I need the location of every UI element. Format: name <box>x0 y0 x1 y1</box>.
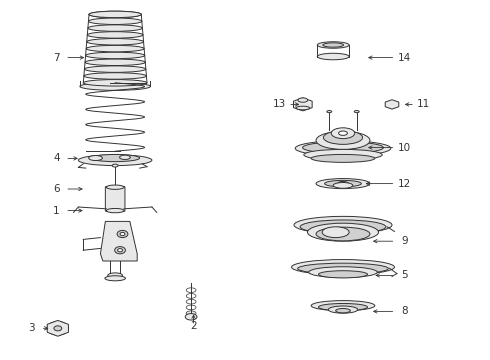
Ellipse shape <box>322 227 349 238</box>
Ellipse shape <box>106 208 124 213</box>
Polygon shape <box>47 320 69 336</box>
Text: 4: 4 <box>53 153 60 163</box>
Ellipse shape <box>87 39 144 45</box>
Text: 10: 10 <box>398 143 411 153</box>
Ellipse shape <box>84 66 146 72</box>
Ellipse shape <box>112 164 118 167</box>
Ellipse shape <box>118 248 122 252</box>
Text: 14: 14 <box>397 53 411 63</box>
Ellipse shape <box>86 52 145 59</box>
Ellipse shape <box>88 25 143 31</box>
Ellipse shape <box>89 11 141 18</box>
Text: 3: 3 <box>28 323 35 333</box>
Ellipse shape <box>309 267 377 278</box>
Polygon shape <box>294 98 312 111</box>
Ellipse shape <box>327 111 332 113</box>
Ellipse shape <box>78 155 152 166</box>
Ellipse shape <box>318 271 368 278</box>
Ellipse shape <box>296 106 310 110</box>
Ellipse shape <box>300 220 386 234</box>
Ellipse shape <box>89 11 141 18</box>
Ellipse shape <box>54 326 62 331</box>
Ellipse shape <box>304 149 382 160</box>
Ellipse shape <box>86 45 144 52</box>
Ellipse shape <box>311 301 375 311</box>
Ellipse shape <box>298 98 308 102</box>
Ellipse shape <box>186 311 196 315</box>
Ellipse shape <box>87 32 143 38</box>
Ellipse shape <box>324 180 361 187</box>
Ellipse shape <box>328 306 358 313</box>
Ellipse shape <box>185 314 197 320</box>
Polygon shape <box>385 100 399 109</box>
Polygon shape <box>100 221 137 261</box>
Ellipse shape <box>316 131 370 149</box>
Ellipse shape <box>295 141 391 156</box>
Text: 12: 12 <box>397 179 411 189</box>
Ellipse shape <box>84 73 147 79</box>
FancyBboxPatch shape <box>105 186 125 211</box>
Ellipse shape <box>318 42 349 48</box>
Ellipse shape <box>316 227 370 241</box>
Ellipse shape <box>316 179 370 189</box>
Ellipse shape <box>336 309 350 313</box>
Ellipse shape <box>80 82 150 90</box>
Text: 7: 7 <box>53 53 60 63</box>
Ellipse shape <box>333 183 353 188</box>
Text: 6: 6 <box>53 184 60 194</box>
Ellipse shape <box>302 142 383 153</box>
Text: 13: 13 <box>272 99 286 109</box>
Text: 8: 8 <box>401 306 408 316</box>
Ellipse shape <box>120 233 125 235</box>
Ellipse shape <box>339 131 347 135</box>
Ellipse shape <box>105 276 125 281</box>
Ellipse shape <box>115 247 125 254</box>
Ellipse shape <box>117 230 128 238</box>
Ellipse shape <box>311 154 375 162</box>
Ellipse shape <box>89 18 142 24</box>
Ellipse shape <box>338 181 348 186</box>
Ellipse shape <box>297 263 388 274</box>
Text: 11: 11 <box>417 99 431 109</box>
Ellipse shape <box>91 154 140 162</box>
Ellipse shape <box>106 185 124 189</box>
Ellipse shape <box>108 273 122 278</box>
Text: 9: 9 <box>401 236 408 246</box>
Ellipse shape <box>354 111 359 113</box>
Text: 1: 1 <box>53 206 60 216</box>
Ellipse shape <box>89 156 102 161</box>
Ellipse shape <box>294 216 392 234</box>
Ellipse shape <box>323 43 343 47</box>
Ellipse shape <box>331 128 355 139</box>
Ellipse shape <box>318 53 349 60</box>
Ellipse shape <box>308 223 378 241</box>
Ellipse shape <box>323 131 363 144</box>
Ellipse shape <box>120 155 130 159</box>
Ellipse shape <box>85 59 145 66</box>
Ellipse shape <box>83 80 147 86</box>
Text: 2: 2 <box>190 321 197 331</box>
Ellipse shape <box>318 303 368 311</box>
Text: 5: 5 <box>401 270 408 280</box>
Ellipse shape <box>292 260 394 275</box>
